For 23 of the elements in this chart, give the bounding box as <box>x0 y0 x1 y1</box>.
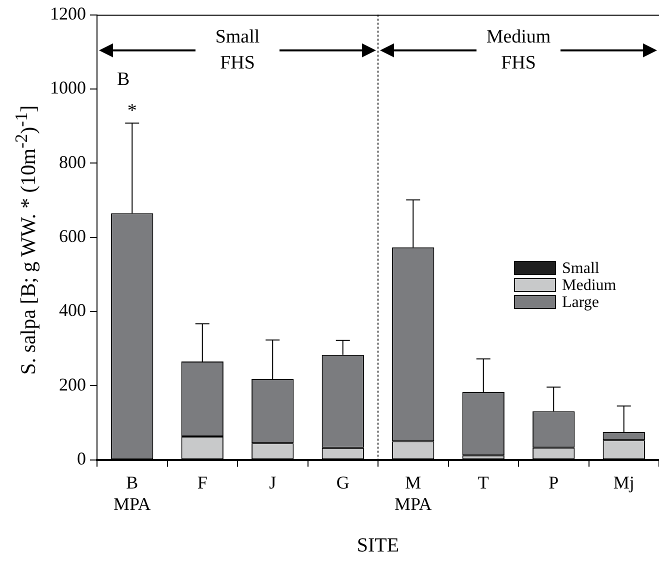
x-tick-label: G <box>336 472 350 492</box>
y-tick-label: 800 <box>59 152 86 172</box>
legend-label: Large <box>561 294 600 311</box>
y-tick-label: 1000 <box>50 78 86 98</box>
y-tick-label: 200 <box>59 374 86 394</box>
annotation: Small FHS <box>215 26 260 74</box>
y-tick-label: 600 <box>59 226 86 246</box>
x-tick-label: B MPA <box>113 472 151 514</box>
x-axis-title: SITE <box>356 534 400 556</box>
annotation: * <box>127 100 137 122</box>
x-tick-label: M MPA <box>394 472 432 514</box>
y-tick-label: 0 <box>77 448 86 469</box>
legend-label: Medium <box>561 276 616 294</box>
y-tick-label: 1200 <box>50 4 86 24</box>
x-tick-label: J <box>269 472 276 492</box>
x-tick-label: Mj <box>613 472 634 492</box>
x-tick-label: T <box>478 472 489 492</box>
y-tick-label: 400 <box>59 300 86 320</box>
x-tick-label: F <box>197 472 208 492</box>
annotation: B <box>117 68 130 90</box>
annotation: Medium FHS <box>486 26 551 74</box>
x-tick-label: P <box>548 472 559 492</box>
legend-label: Small <box>561 260 600 277</box>
